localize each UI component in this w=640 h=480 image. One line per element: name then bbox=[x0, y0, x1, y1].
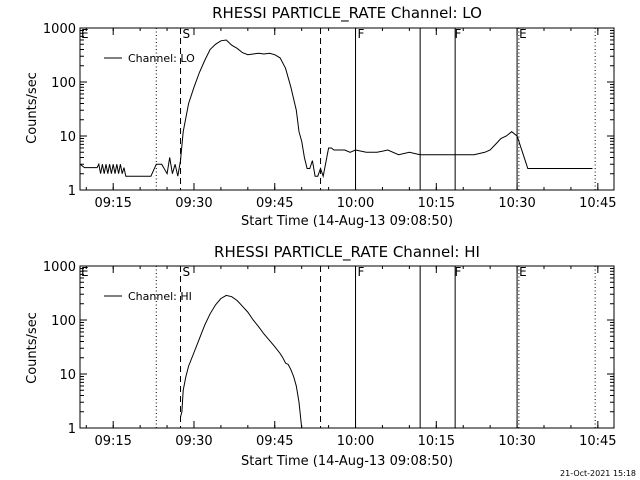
x-tick-label: 10:45 bbox=[579, 434, 616, 449]
x-tick-label: 10:30 bbox=[498, 196, 535, 211]
y-tick-label: 10 bbox=[59, 130, 76, 145]
event-label: E bbox=[81, 265, 89, 279]
event-label: E bbox=[519, 265, 527, 279]
event-label: S bbox=[183, 27, 191, 41]
plot-frame bbox=[79, 265, 615, 429]
x-tick-label: 10:15 bbox=[418, 196, 455, 211]
lo-channel-panel: RHESSI PARTICLE_RATE Channel: LO Counts/… bbox=[25, 4, 617, 229]
x-tick-label: 10:30 bbox=[498, 434, 535, 449]
x-tick-label: 10:00 bbox=[337, 434, 374, 449]
event-label: F bbox=[454, 265, 461, 279]
y-tick-label: 10 bbox=[59, 368, 76, 383]
series-line bbox=[180, 294, 303, 429]
x-tick-label: 09:30 bbox=[175, 196, 212, 211]
y-tick-label: 100 bbox=[51, 314, 76, 329]
hi-channel-panel: RHESSI PARTICLE_RATE Channel: HI Counts/… bbox=[25, 243, 617, 469]
legend-entry: Channel: LO bbox=[128, 52, 195, 65]
y-tick-label: 100 bbox=[51, 76, 76, 91]
event-label: E bbox=[519, 27, 527, 41]
event-label: F bbox=[358, 265, 365, 279]
chart-title: RHESSI PARTICLE_RATE Channel: HI bbox=[214, 243, 480, 262]
y-tick-label: 1000 bbox=[43, 22, 76, 37]
x-axis-label: Start Time (14-Aug-13 09:08:50) bbox=[241, 214, 453, 229]
event-label: F bbox=[358, 27, 365, 41]
event-label: F bbox=[454, 27, 461, 41]
x-tick-label: 10:45 bbox=[579, 196, 616, 211]
x-tick-label: 09:45 bbox=[256, 434, 293, 449]
plot-frame bbox=[79, 27, 615, 191]
x-tick-label: 09:30 bbox=[175, 434, 212, 449]
x-tick-label: 09:15 bbox=[94, 434, 131, 449]
legend-entry: Channel: HI bbox=[128, 290, 192, 303]
x-tick-label: 10:15 bbox=[418, 434, 455, 449]
series-line bbox=[79, 39, 593, 179]
y-tick-label: 1 bbox=[68, 422, 76, 437]
x-tick-label: 10:00 bbox=[337, 196, 374, 211]
x-tick-label: 09:45 bbox=[256, 196, 293, 211]
x-tick-label: 09:15 bbox=[94, 196, 131, 211]
y-tick-label: 1 bbox=[68, 184, 76, 199]
event-label: S bbox=[183, 265, 191, 279]
x-axis-label: Start Time (14-Aug-13 09:08:50) bbox=[241, 454, 453, 469]
y-axis-label: Counts/sec bbox=[25, 312, 40, 384]
y-tick-label: 1000 bbox=[43, 260, 76, 275]
footer-date: 21-Oct-2021 15:18 bbox=[560, 469, 636, 478]
y-axis-label: Counts/sec bbox=[25, 72, 40, 144]
chart-title: RHESSI PARTICLE_RATE Channel: LO bbox=[212, 4, 482, 23]
event-label: E bbox=[81, 27, 89, 41]
